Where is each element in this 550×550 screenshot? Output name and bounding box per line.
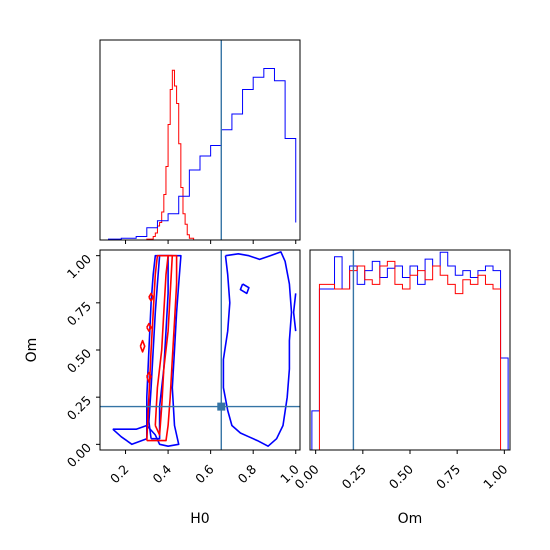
y-tick-label-om: 0.00 [64, 440, 94, 470]
h0-marginal-panel [99, 39, 301, 244]
y-tick-label-om: 1.00 [64, 251, 94, 281]
contour-series-0-level-4 [239, 283, 250, 295]
x-tick-label-h0: 0.2 [107, 462, 132, 487]
om-marginal-panel: 0.00 0.25 0.50 0.75 1.00 Om [291, 249, 511, 527]
x-tick-label-h0: 0.8 [235, 461, 260, 486]
h0-histogram-series-1 [108, 68, 297, 240]
h0-marginal-ticks [125, 240, 297, 244]
contour-series-1-level-3 [146, 322, 152, 332]
contour-series-0-level-1 [112, 254, 182, 447]
x-tick-label-om: 0.25 [339, 462, 369, 492]
om-marginal-ticks: 0.00 0.25 0.50 0.75 1.00 [291, 450, 510, 492]
y-tick-label-om: 0.50 [64, 345, 94, 375]
x-tick-label-om: 1.00 [480, 461, 510, 491]
x-axis-label-h0: H0 [190, 511, 209, 527]
h0-marginal-frame [99, 39, 301, 241]
h0-om-contour-panel: 0.2 0.4 0.6 0.8 1.00.000.250.500.751.00 H0 O… [24, 249, 302, 527]
y-axis-label-om: Om [24, 338, 40, 363]
contour-series-1-level-2 [139, 339, 146, 353]
x-tick-label-om: 0.75 [433, 462, 463, 492]
h0-marginal-plot-area [108, 40, 297, 240]
y-tick-label-om: 0.25 [64, 393, 94, 423]
x-tick-label-om: 0.00 [291, 461, 321, 491]
x-tick-label-om: 0.50 [386, 461, 416, 491]
h0-histogram-series-0 [146, 69, 195, 240]
x-axis-label-om: Om [398, 511, 423, 527]
truth-marker [217, 402, 226, 411]
contour-series-0-level-3 [292, 293, 297, 332]
contour-series-0-level-2 [222, 251, 293, 447]
contour-lines [112, 251, 297, 447]
x-tick-label-h0: 0.6 [192, 461, 217, 486]
contour-series-1-level-5 [146, 371, 152, 383]
contour-series-1-level-1 [146, 254, 178, 442]
x-tick-label-h0: 0.4 [150, 461, 175, 486]
om-marginal-plot-area [311, 250, 509, 451]
y-tick-label-om: 0.75 [64, 298, 94, 328]
contour-series-1-level-4 [148, 292, 154, 302]
om-histogram-series-1 [311, 260, 509, 451]
contour-frame [99, 249, 301, 451]
contour-plot-area [100, 250, 300, 450]
